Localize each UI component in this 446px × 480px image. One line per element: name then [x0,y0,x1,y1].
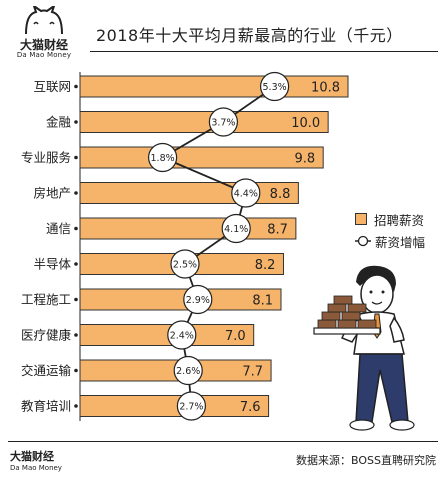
growth-line [160,85,276,407]
category-tick [74,84,78,89]
footer-divider [8,441,438,442]
footer-brand: 大猫财经 Da Mao Money [10,448,62,472]
brand-logo: 大猫财经 Da Mao Money [8,3,80,62]
growth-point [170,249,200,279]
salary-value-label: 8.1 [252,294,273,309]
growth-point [183,284,213,315]
growth-value-label: 4.1% [224,224,248,235]
category-label: 半导体 [33,257,71,272]
category-tick [74,333,78,337]
salary-bar [79,288,282,311]
growth-point [148,142,178,173]
brand-name: 大猫财经 [19,38,68,52]
category-label: 专业服务 [21,150,71,165]
growth-value-label: 2.5% [173,260,197,271]
category-label: 工程施工 [21,292,71,307]
category-label: 金融 [46,115,72,130]
category-tick [74,368,78,373]
salary-bar [79,146,324,169]
category-label: 通信 [46,221,71,236]
salary-bar [79,75,349,98]
salary-value-label: 9.8 [294,152,315,167]
growth-point [167,320,197,350]
growth-value-label: 2.4% [170,331,194,342]
chart-canvas: 互联网 10.8 金融 10.0 专业服务 9.8 房地产 8.8 通信 8.7 半导体 8.2 工程施… [21,71,349,421]
growth-value-label: 2.6% [176,366,200,377]
header: 大猫财经 Da Mao Money 2018年十大平均月薪最高的行业（千元） [0,0,446,62]
chart-legend: 招聘薪资 薪资增幅 [355,208,425,252]
salary-bar [79,217,297,240]
category-tick [74,262,78,266]
legend-item-salary: 招聘薪资 [355,208,425,230]
growth-point [173,355,203,386]
legend-label-growth: 薪资增幅 [375,234,426,250]
salary-value-label: 7.6 [240,400,261,415]
growth-value-label: 3.7% [211,118,235,129]
legend-swatch-salary [355,213,367,225]
category-label: 交通运输 [21,363,72,378]
cat-logo-icon [25,3,63,35]
footer-brand-name: 大猫财经 [10,450,54,463]
category-label: 房地产 [33,186,71,201]
illustration-person-holding-money [313,265,415,431]
growth-point [221,213,251,244]
salary-bar [79,324,255,346]
salary-bar [79,395,270,417]
legend-line-marker-icon [355,235,371,247]
salary-value-label: 8.8 [270,187,291,202]
category-label: 医疗健康 [21,328,72,343]
growth-value-label: 2.9% [186,295,210,306]
salary-value-label: 7.7 [242,365,263,380]
chart-title: 2018年十大平均月薪最高的行业（千元） [96,26,403,45]
category-label: 互联网 [33,79,71,94]
salary-value-label: 10.8 [311,81,340,96]
growth-value-label: 1.8% [151,153,175,164]
footer-brand-name-en: Da Mao Money [10,464,62,472]
category-tick [74,404,78,408]
category-tick [74,297,78,302]
salary-bar [79,182,299,204]
salary-value-label: 8.7 [267,223,288,238]
growth-value-label: 4.4% [234,189,258,200]
growth-point [176,391,206,421]
category-tick [74,226,78,231]
growth-point [208,107,238,137]
category-tick [74,120,78,124]
salary-value-label: 7.0 [225,329,246,344]
legend-label-salary: 招聘薪资 [374,212,425,228]
data-source: 数据来源：BOSS直聘研究院 [296,454,436,467]
growth-value-label: 2.7% [179,402,203,413]
salary-value-label: 10.0 [291,116,320,131]
growth-value-label: 5.3% [263,82,287,93]
category-tick [74,191,78,195]
category-label: 教育培训 [21,399,71,414]
header-divider [90,51,438,52]
growth-point [231,178,261,208]
growth-point [260,71,290,102]
brand-name-en: Da Mao Money [16,51,72,59]
category-tick [74,155,78,160]
legend-item-growth: 薪资增幅 [355,230,425,252]
salary-value-label: 8.2 [255,258,276,273]
